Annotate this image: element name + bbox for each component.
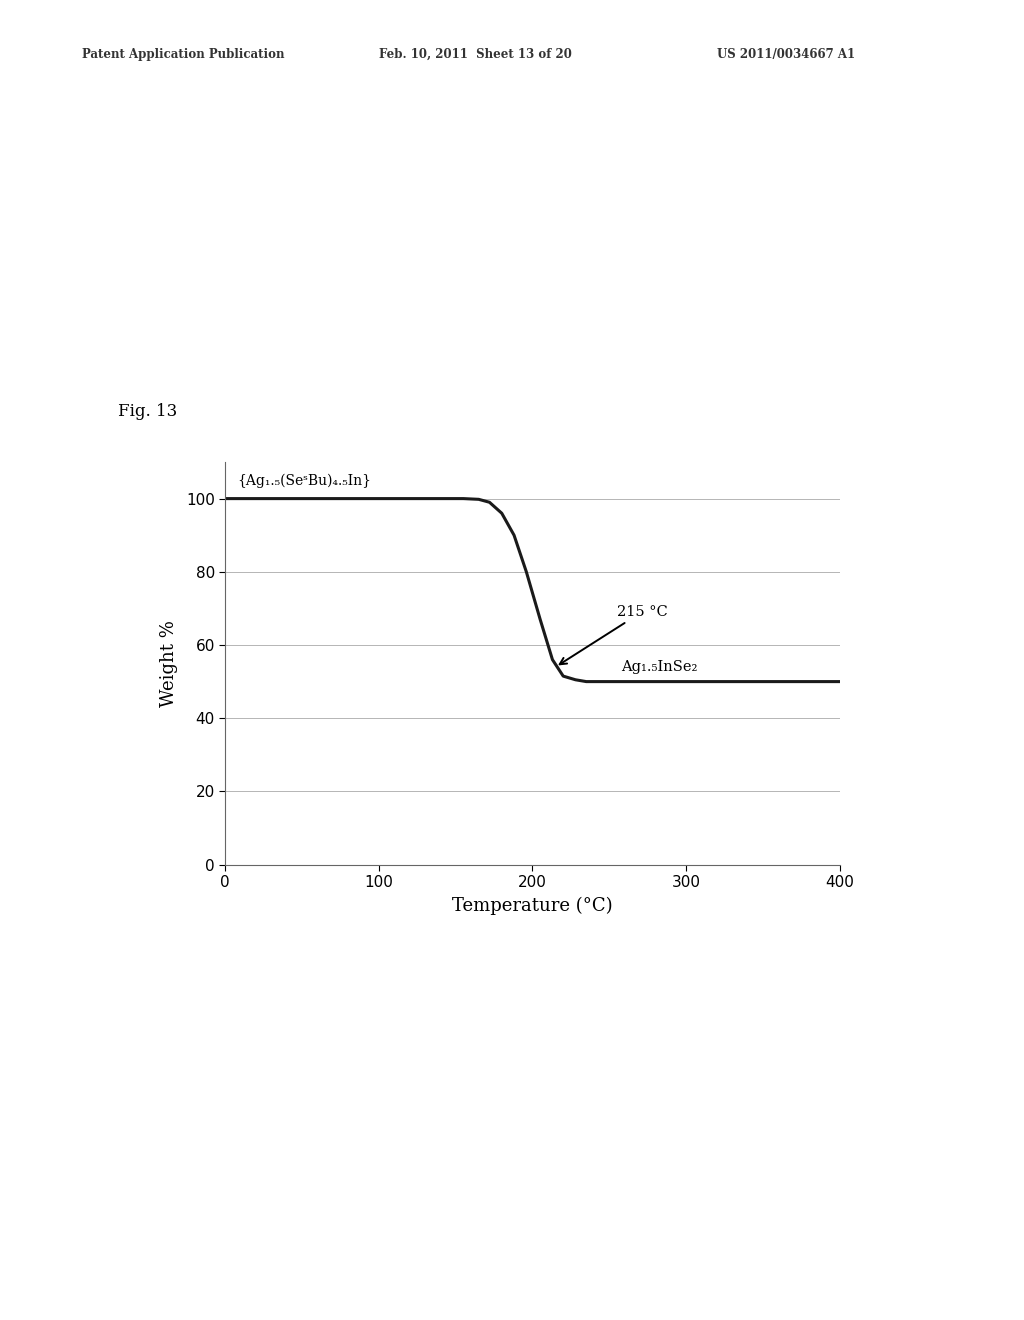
Text: Fig. 13: Fig. 13 [118,403,177,420]
Text: 215 °C: 215 °C [560,605,668,664]
Text: {Ag₁.₅(SeˢBu)₄.₅In}: {Ag₁.₅(SeˢBu)₄.₅In} [238,474,372,487]
Text: Ag₁.₅InSe₂: Ag₁.₅InSe₂ [622,660,698,675]
Text: US 2011/0034667 A1: US 2011/0034667 A1 [717,48,855,61]
Y-axis label: Weight %: Weight % [160,620,177,706]
Text: Feb. 10, 2011  Sheet 13 of 20: Feb. 10, 2011 Sheet 13 of 20 [379,48,571,61]
Text: Patent Application Publication: Patent Application Publication [82,48,285,61]
X-axis label: Temperature (°C): Temperature (°C) [453,898,612,915]
